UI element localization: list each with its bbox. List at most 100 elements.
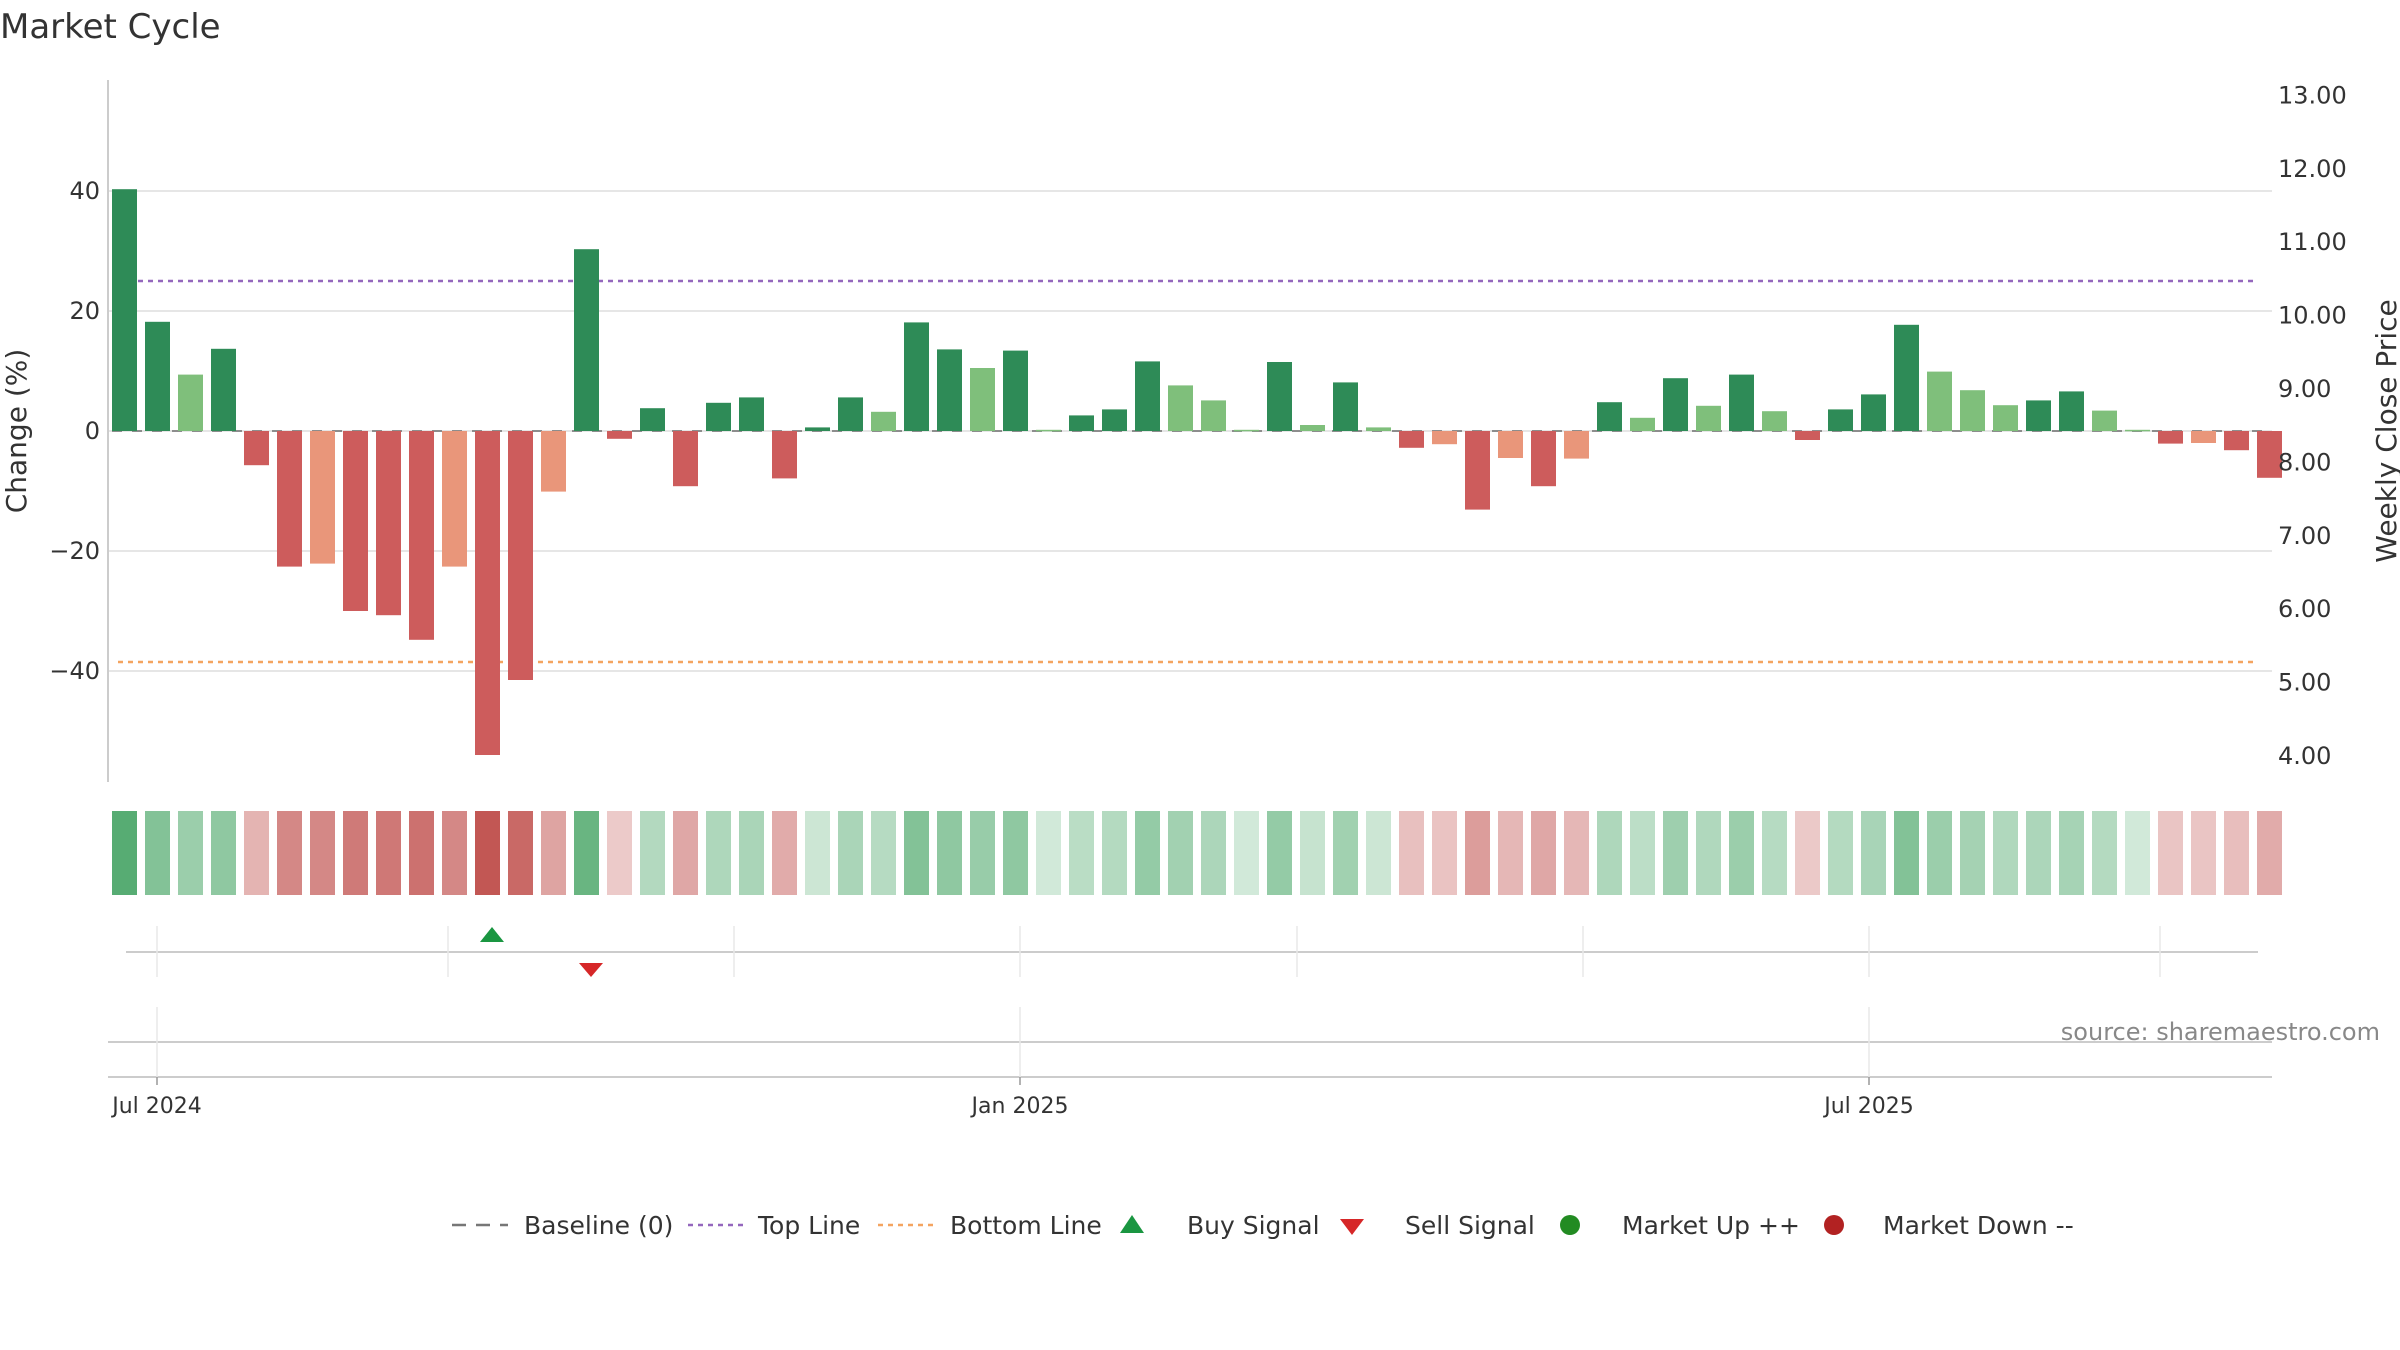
heat-cell	[739, 811, 764, 895]
heat-cell	[2125, 811, 2150, 895]
bar	[1531, 431, 1556, 487]
x-tick-label: Jul 2024	[110, 1094, 202, 1119]
y-tick-label: 40	[69, 177, 100, 205]
y2-tick-label: 9.00	[2278, 375, 2331, 403]
heat-cell	[1762, 811, 1787, 895]
heat-strip	[112, 811, 2282, 895]
heat-cell	[178, 811, 203, 895]
bar	[1729, 374, 1754, 431]
bar	[1366, 427, 1391, 431]
heat-cell	[1168, 811, 1193, 895]
bar	[1960, 390, 1985, 431]
heat-cell	[1795, 811, 1820, 895]
y2-axis-label: Weekly Close Price	[2370, 299, 2400, 562]
y2-tick-label: 12.00	[2278, 155, 2347, 183]
bar	[2224, 431, 2249, 451]
heat-cell	[1300, 811, 1325, 895]
legend-label: Buy Signal	[1187, 1211, 1320, 1240]
bar	[1036, 429, 1061, 432]
heat-cell	[2026, 811, 2051, 895]
bar	[1432, 431, 1457, 445]
y2-tick-label: 4.00	[2278, 742, 2331, 770]
signal-panel	[126, 926, 2258, 977]
legend-circle-icon	[1824, 1215, 1844, 1235]
y2-tick-label: 6.00	[2278, 595, 2331, 623]
legend-label: Market Up ++	[1622, 1211, 1800, 1240]
y2-tick-label: 13.00	[2278, 81, 2347, 109]
heat-cell	[145, 811, 170, 895]
bars-layer	[112, 189, 2282, 755]
bar	[2191, 431, 2216, 443]
heat-cell	[970, 811, 995, 895]
heat-cell	[1234, 811, 1259, 895]
bar	[1993, 405, 2018, 431]
y2-tick-label: 8.00	[2278, 448, 2331, 476]
heat-cell	[1564, 811, 1589, 895]
heat-cell	[112, 811, 137, 895]
bar	[1234, 429, 1259, 432]
bar	[871, 411, 896, 431]
bar	[1795, 431, 1820, 440]
bar	[2158, 431, 2183, 444]
bar	[1069, 415, 1094, 431]
heat-cell	[409, 811, 434, 895]
bar	[475, 431, 500, 755]
y2-tick-label: 7.00	[2278, 522, 2331, 550]
legend-label: Market Down --	[1883, 1211, 2074, 1240]
bar	[706, 402, 731, 431]
heat-cell	[442, 811, 467, 895]
heat-cell	[1531, 811, 1556, 895]
bar	[2257, 431, 2282, 478]
heat-cell	[277, 811, 302, 895]
heat-cell	[772, 811, 797, 895]
bar	[244, 431, 269, 466]
bar	[970, 368, 995, 431]
bar	[574, 249, 599, 431]
heat-cell	[1432, 811, 1457, 895]
bar	[1597, 402, 1622, 431]
heat-cell	[541, 811, 566, 895]
bar	[805, 427, 830, 431]
heat-cell	[1366, 811, 1391, 895]
heat-cell	[1267, 811, 1292, 895]
heat-cell	[1729, 811, 1754, 895]
bar	[1003, 350, 1028, 431]
bar	[211, 348, 236, 431]
heat-cell	[244, 811, 269, 895]
heat-cell	[838, 811, 863, 895]
y-tick-label: 20	[69, 297, 100, 325]
heat-cell	[2059, 811, 2084, 895]
bar	[607, 431, 632, 439]
heat-cell	[1630, 811, 1655, 895]
heat-cell	[1597, 811, 1622, 895]
source-label: source: sharemaestro.com	[2061, 1018, 2380, 1046]
heat-cell	[1927, 811, 1952, 895]
bar	[2125, 429, 2150, 432]
y2-tick-label: 5.00	[2278, 669, 2331, 697]
heat-cell	[1993, 811, 2018, 895]
bar	[739, 397, 764, 431]
heat-cell	[1696, 811, 1721, 895]
bar	[343, 431, 368, 611]
heat-cell	[2257, 811, 2282, 895]
heat-cell	[673, 811, 698, 895]
heat-cell	[937, 811, 962, 895]
heat-cell	[904, 811, 929, 895]
chart-title: Market Cycle	[0, 7, 221, 47]
bar	[640, 408, 665, 431]
bar	[673, 431, 698, 487]
legend-label: Baseline (0)	[524, 1211, 673, 1240]
heat-cell	[1894, 811, 1919, 895]
legend-buy-icon	[1120, 1215, 1144, 1233]
heat-cell	[310, 811, 335, 895]
bar	[1861, 394, 1886, 431]
heat-cell	[1960, 811, 1985, 895]
bar	[904, 322, 929, 431]
bar	[277, 431, 302, 567]
bar	[1399, 431, 1424, 448]
bar	[310, 431, 335, 564]
bar	[178, 374, 203, 431]
bar	[1828, 409, 1853, 431]
bar	[1333, 382, 1358, 431]
bar	[1102, 409, 1127, 431]
